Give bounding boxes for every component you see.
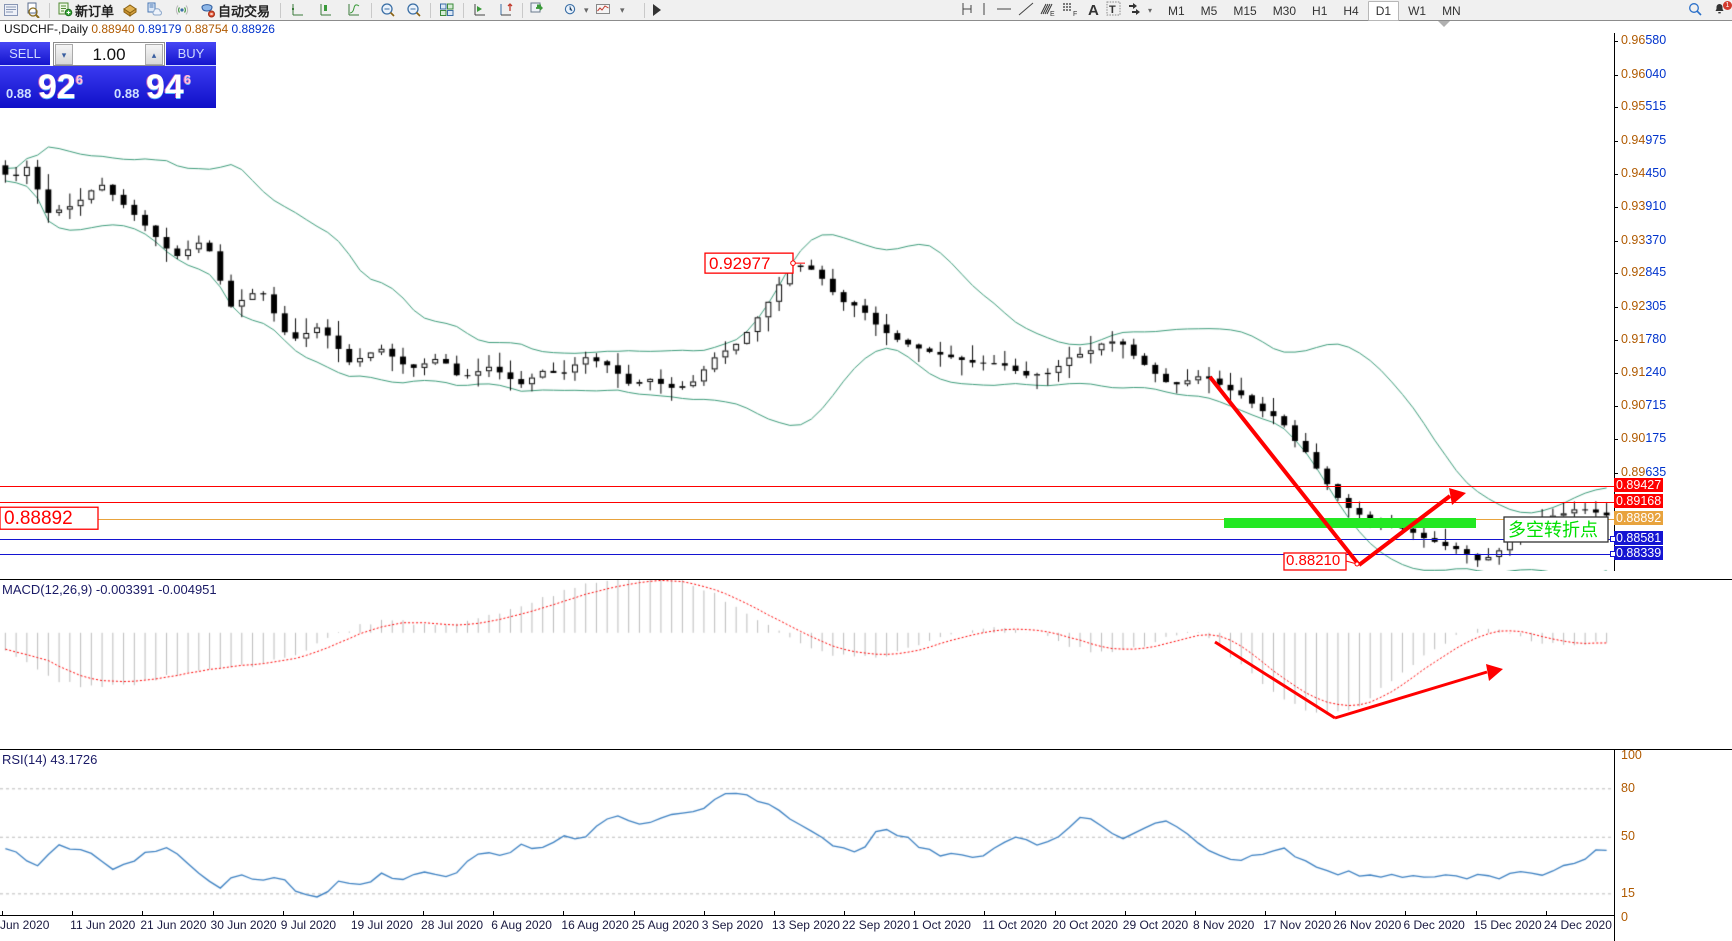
svg-text:E: E — [1050, 11, 1055, 16]
svg-text:0.88210: 0.88210 — [1286, 552, 1340, 569]
svg-text:多空转折点: 多空转折点 — [1508, 520, 1598, 540]
svg-text:F: F — [1073, 11, 1077, 16]
svg-text:T: T — [1109, 4, 1116, 16]
svg-text:0.88892: 0.88892 — [4, 508, 73, 529]
svg-text:0.92977: 0.92977 — [709, 254, 770, 273]
